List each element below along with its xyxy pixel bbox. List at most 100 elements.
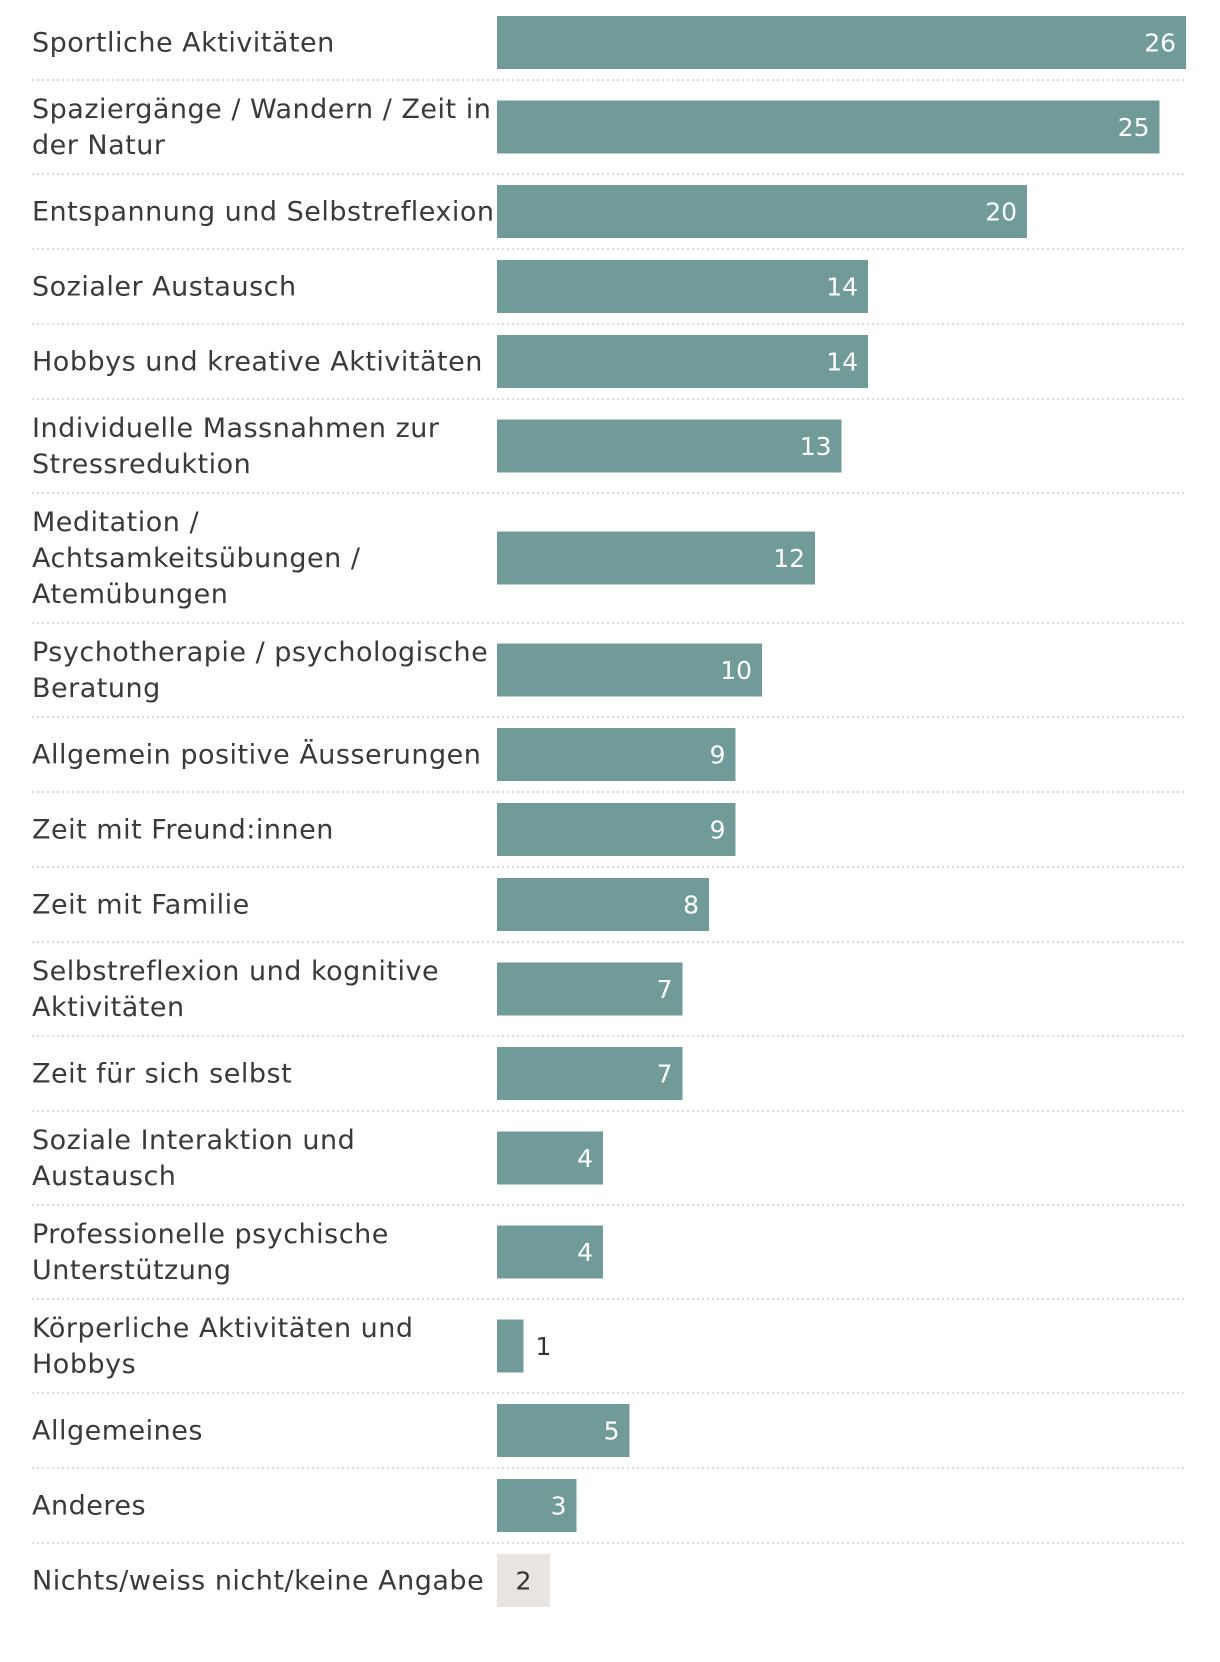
category-label-line: Allgemein positive Äusserungen xyxy=(32,739,481,771)
value-label: 7 xyxy=(657,975,673,1004)
category-label: Anderes xyxy=(32,1491,146,1522)
bar xyxy=(497,185,1027,238)
category-label-line: Unterstützung xyxy=(32,1255,232,1286)
category-label-line: Beratung xyxy=(32,673,161,704)
value-label: 7 xyxy=(657,1060,673,1089)
bar xyxy=(497,728,736,781)
bar xyxy=(497,1479,577,1532)
category-label-line: Hobbys und kreative Aktivitäten xyxy=(32,347,483,378)
category-label-line: Nichts/weiss nicht/keine Angabe xyxy=(32,1566,484,1597)
bar-row: Psychotherapie / psychologische Beratung 1… xyxy=(32,637,762,704)
bar xyxy=(497,1225,603,1279)
category-label: Nichts/weiss nicht/keine Angabe xyxy=(32,1566,484,1597)
category-label: Allgemeines xyxy=(32,1416,203,1447)
bar-row: Soziale Interaktion und Austausch 4 xyxy=(32,1125,603,1192)
category-label-line: Aktivitäten xyxy=(32,992,185,1023)
value-label: 9 xyxy=(710,816,726,845)
bar xyxy=(497,16,1186,69)
bar-row: Körperliche Aktivitäten und Hobbys 1 xyxy=(32,1313,551,1380)
bar-row: Zeit mit Freund:innen 9 xyxy=(32,803,736,856)
value-label: 14 xyxy=(826,348,858,377)
category-label-line: Spaziergänge / Wandern / Zeit in xyxy=(32,94,491,125)
category-label-line: Anderes xyxy=(32,1491,146,1522)
category-label-line: Psychotherapie / psychologische xyxy=(32,637,488,668)
category-label: Hobbys und kreative Aktivitäten xyxy=(32,347,483,378)
category-label-line: Professionelle psychische xyxy=(32,1219,389,1250)
category-label-line: Hobbys xyxy=(32,1349,136,1380)
category-label: Professionelle psychische Unterstützung xyxy=(32,1219,389,1286)
bar-row: Hobbys und kreative Aktivitäten 14 xyxy=(32,335,868,388)
bar-row: Selbstreflexion und kognitive Aktivitäten… xyxy=(32,956,683,1023)
bar xyxy=(497,1131,603,1185)
value-label: 4 xyxy=(577,1144,593,1173)
category-label-line: Zeit mit Freund:innen xyxy=(32,815,334,846)
value-label: 13 xyxy=(800,432,832,461)
value-label: 3 xyxy=(551,1492,567,1521)
category-label-line: Individuelle Massnahmen zur xyxy=(32,413,440,444)
category-label-line: der Natur xyxy=(32,130,166,161)
value-label: 2 xyxy=(516,1567,532,1596)
category-label-line: Sportliche Aktivitäten xyxy=(32,28,335,59)
bar-row: Spaziergänge / Wandern / Zeit in der Natu… xyxy=(32,94,1160,161)
category-label-line: Zeit für sich selbst xyxy=(32,1059,292,1090)
bar xyxy=(497,962,683,1016)
category-label: Soziale Interaktion und Austausch xyxy=(32,1125,355,1192)
bar-row: Sozialer Austausch 14 xyxy=(32,260,868,313)
value-label: 9 xyxy=(710,741,726,770)
bar-row: Anderes 3 xyxy=(32,1479,577,1532)
value-label: 26 xyxy=(1144,29,1176,58)
bar-row: Nichts/weiss nicht/keine Angabe 2 xyxy=(32,1554,550,1607)
value-label: 25 xyxy=(1118,113,1150,142)
bar xyxy=(497,260,868,313)
category-label: Zeit mit Freund:innen xyxy=(32,815,334,846)
value-label: 10 xyxy=(720,656,752,685)
bar xyxy=(497,643,762,697)
category-label-line: Soziale Interaktion und xyxy=(32,1125,355,1156)
bar xyxy=(497,1319,524,1373)
category-label: Zeit für sich selbst xyxy=(32,1059,292,1090)
bar-row: Individuelle Massnahmen zur Stressredukti… xyxy=(32,413,842,480)
bar xyxy=(497,1554,550,1607)
category-label: Spaziergänge / Wandern / Zeit in der Natu… xyxy=(32,94,491,161)
category-label: Meditation / Achtsamkeitsübungen / Atemübu… xyxy=(32,507,361,610)
value-label: 4 xyxy=(577,1238,593,1267)
bar-row: Professionelle psychische Unterstützung 4 xyxy=(32,1219,603,1286)
bar xyxy=(497,1404,630,1457)
category-label: Psychotherapie / psychologische Beratung xyxy=(32,637,488,704)
category-label-line: Achtsamkeitsübungen / xyxy=(32,543,361,574)
bar-row: Sportliche Aktivitäten 26 xyxy=(32,16,1186,69)
category-label-line: Stressreduktion xyxy=(32,449,251,480)
category-label: Körperliche Aktivitäten und Hobbys xyxy=(32,1313,414,1380)
bar xyxy=(497,1047,683,1100)
category-label: Entspannung und Selbstreflexion xyxy=(32,197,495,228)
bar-row: Allgemein positive Äusserungen 9 xyxy=(32,728,736,781)
value-label: 20 xyxy=(985,198,1017,227)
category-label-line: Meditation / xyxy=(32,507,199,538)
value-label: 8 xyxy=(683,891,699,920)
bar xyxy=(497,803,736,856)
bar-row: Entspannung und Selbstreflexion 20 xyxy=(32,185,1027,238)
bar-row: Zeit mit Familie 8 xyxy=(32,878,709,931)
category-label-line: Austausch xyxy=(32,1161,176,1192)
category-label: Individuelle Massnahmen zur Stressredukti… xyxy=(32,413,440,480)
value-label: 1 xyxy=(536,1332,552,1361)
value-label: 12 xyxy=(773,544,805,573)
category-label: Selbstreflexion und kognitive Aktivitäten xyxy=(32,956,439,1023)
category-label: Allgemein positive Äusserungen xyxy=(32,739,481,771)
bar xyxy=(497,419,842,473)
category-label-line: Zeit mit Familie xyxy=(32,890,250,921)
bar-row: Meditation / Achtsamkeitsübungen / Atemübu… xyxy=(32,507,815,610)
category-label-line: Sozialer Austausch xyxy=(32,272,297,303)
category-label-line: Körperliche Aktivitäten und xyxy=(32,1313,414,1344)
bar xyxy=(497,100,1160,154)
category-label-line: Selbstreflexion und kognitive xyxy=(32,956,439,987)
value-label: 5 xyxy=(604,1417,620,1446)
category-label-line: Atemübungen xyxy=(32,579,228,610)
category-label-line: Entspannung und Selbstreflexion xyxy=(32,197,495,228)
bar-row: Zeit für sich selbst 7 xyxy=(32,1047,683,1100)
category-label: Sportliche Aktivitäten xyxy=(32,28,335,59)
bar-row: Allgemeines 5 xyxy=(32,1404,630,1457)
category-label-line: Allgemeines xyxy=(32,1416,203,1447)
category-label: Sozialer Austausch xyxy=(32,272,297,303)
